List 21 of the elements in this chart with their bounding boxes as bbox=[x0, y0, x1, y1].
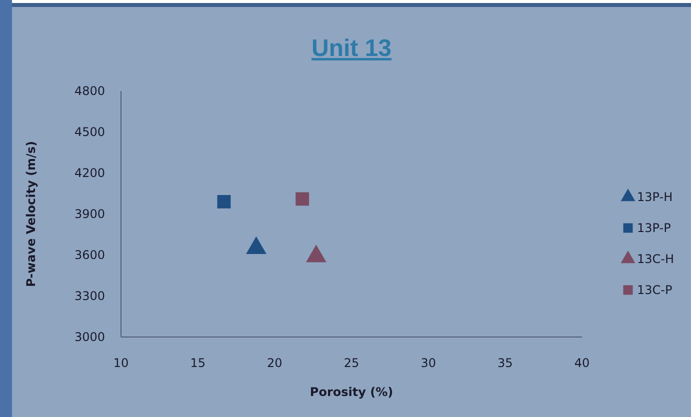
y-tick-label: 4200 bbox=[74, 166, 105, 180]
legend-label: 13C-P bbox=[637, 283, 672, 298]
chart-title: Unit 13 bbox=[311, 35, 392, 62]
x-tick-label: 25 bbox=[344, 356, 360, 370]
x-tick-label: 30 bbox=[420, 356, 436, 370]
y-tick-label: 3000 bbox=[74, 330, 105, 344]
y-tick-label: 3600 bbox=[74, 248, 105, 262]
x-tick-label: 20 bbox=[267, 356, 282, 370]
legend-label: 13P-P bbox=[637, 221, 671, 236]
y-tick-label: 4500 bbox=[74, 125, 105, 140]
x-tick-label: 10 bbox=[113, 356, 129, 370]
y-tick-label: 3300 bbox=[74, 289, 105, 304]
y-tick-label: 3900 bbox=[74, 207, 105, 222]
y-tick-label: 4800 bbox=[74, 84, 105, 98]
x-tick-label: 40 bbox=[574, 356, 590, 370]
x-tick-label: 15 bbox=[190, 356, 206, 370]
legend-label: 13P-H bbox=[637, 190, 673, 204]
y-axis-title: P-wave Velocity (m/s) bbox=[24, 141, 38, 287]
x-tick-label: 35 bbox=[498, 356, 513, 370]
x-axis-title: Porosity (%) bbox=[310, 385, 394, 399]
legend-label: 13C-H bbox=[637, 252, 674, 266]
